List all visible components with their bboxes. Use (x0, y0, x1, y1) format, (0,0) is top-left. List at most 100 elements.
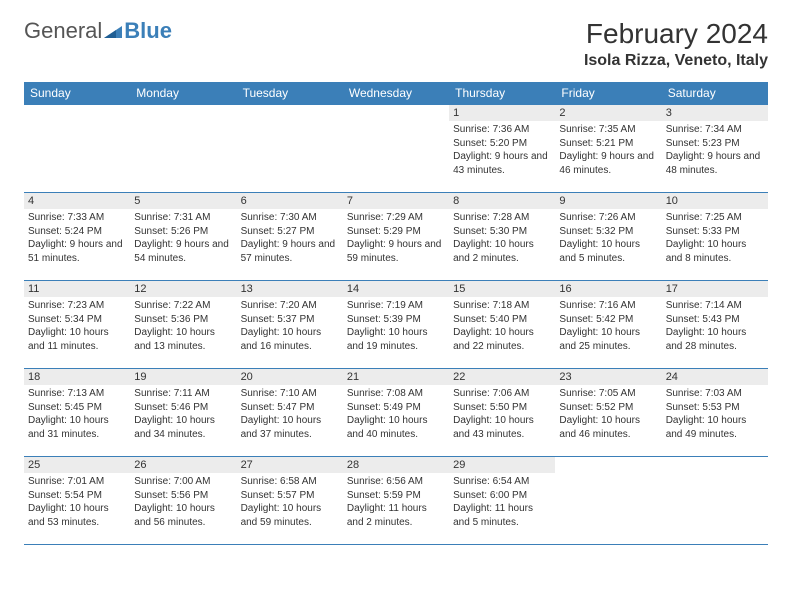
day-details: Sunrise: 7:36 AMSunset: 5:20 PMDaylight:… (449, 121, 555, 179)
day-number: 22 (449, 369, 555, 385)
calendar-table: Sunday Monday Tuesday Wednesday Thursday… (24, 82, 768, 545)
day-details: Sunrise: 7:05 AMSunset: 5:52 PMDaylight:… (555, 385, 661, 443)
day-number: 26 (130, 457, 236, 473)
calendar-cell (662, 457, 768, 545)
day-number: 27 (237, 457, 343, 473)
day-number: 1 (449, 105, 555, 121)
calendar-cell: 8Sunrise: 7:28 AMSunset: 5:30 PMDaylight… (449, 193, 555, 281)
calendar-row: 18Sunrise: 7:13 AMSunset: 5:45 PMDayligh… (24, 369, 768, 457)
day-details: Sunrise: 6:54 AMSunset: 6:00 PMDaylight:… (449, 473, 555, 531)
calendar-cell: 20Sunrise: 7:10 AMSunset: 5:47 PMDayligh… (237, 369, 343, 457)
day-details: Sunrise: 7:30 AMSunset: 5:27 PMDaylight:… (237, 209, 343, 267)
day-number: 23 (555, 369, 661, 385)
day-details: Sunrise: 7:33 AMSunset: 5:24 PMDaylight:… (24, 209, 130, 267)
calendar-cell: 13Sunrise: 7:20 AMSunset: 5:37 PMDayligh… (237, 281, 343, 369)
day-details: Sunrise: 6:56 AMSunset: 5:59 PMDaylight:… (343, 473, 449, 531)
calendar-row: 25Sunrise: 7:01 AMSunset: 5:54 PMDayligh… (24, 457, 768, 545)
calendar-cell: 3Sunrise: 7:34 AMSunset: 5:23 PMDaylight… (662, 105, 768, 193)
weekday-header: Friday (555, 82, 661, 105)
day-number: 7 (343, 193, 449, 209)
day-number: 12 (130, 281, 236, 297)
day-details: Sunrise: 7:00 AMSunset: 5:56 PMDaylight:… (130, 473, 236, 531)
calendar-cell: 17Sunrise: 7:14 AMSunset: 5:43 PMDayligh… (662, 281, 768, 369)
calendar-cell: 18Sunrise: 7:13 AMSunset: 5:45 PMDayligh… (24, 369, 130, 457)
calendar-cell: 16Sunrise: 7:16 AMSunset: 5:42 PMDayligh… (555, 281, 661, 369)
day-details: Sunrise: 7:20 AMSunset: 5:37 PMDaylight:… (237, 297, 343, 355)
calendar-cell: 2Sunrise: 7:35 AMSunset: 5:21 PMDaylight… (555, 105, 661, 193)
calendar-cell: 4Sunrise: 7:33 AMSunset: 5:24 PMDaylight… (24, 193, 130, 281)
day-number: 5 (130, 193, 236, 209)
calendar-cell (343, 105, 449, 193)
day-number: 3 (662, 105, 768, 121)
day-number: 4 (24, 193, 130, 209)
weekday-header: Saturday (662, 82, 768, 105)
triangle-icon (104, 24, 122, 38)
calendar-cell (130, 105, 236, 193)
day-details: Sunrise: 7:14 AMSunset: 5:43 PMDaylight:… (662, 297, 768, 355)
calendar-cell: 9Sunrise: 7:26 AMSunset: 5:32 PMDaylight… (555, 193, 661, 281)
day-details: Sunrise: 7:23 AMSunset: 5:34 PMDaylight:… (24, 297, 130, 355)
day-number: 13 (237, 281, 343, 297)
day-details: Sunrise: 7:08 AMSunset: 5:49 PMDaylight:… (343, 385, 449, 443)
weekday-header: Monday (130, 82, 236, 105)
day-number: 18 (24, 369, 130, 385)
day-number: 21 (343, 369, 449, 385)
day-number: 25 (24, 457, 130, 473)
calendar-cell: 27Sunrise: 6:58 AMSunset: 5:57 PMDayligh… (237, 457, 343, 545)
day-number: 15 (449, 281, 555, 297)
calendar-row: 4Sunrise: 7:33 AMSunset: 5:24 PMDaylight… (24, 193, 768, 281)
month-title: February 2024 (584, 18, 768, 50)
day-number: 29 (449, 457, 555, 473)
day-details: Sunrise: 7:26 AMSunset: 5:32 PMDaylight:… (555, 209, 661, 267)
calendar-cell: 24Sunrise: 7:03 AMSunset: 5:53 PMDayligh… (662, 369, 768, 457)
calendar-cell (237, 105, 343, 193)
day-details: Sunrise: 7:28 AMSunset: 5:30 PMDaylight:… (449, 209, 555, 267)
calendar-cell (555, 457, 661, 545)
day-number: 20 (237, 369, 343, 385)
calendar-cell: 14Sunrise: 7:19 AMSunset: 5:39 PMDayligh… (343, 281, 449, 369)
day-details: Sunrise: 7:16 AMSunset: 5:42 PMDaylight:… (555, 297, 661, 355)
logo-text-general: General (24, 18, 102, 44)
day-details: Sunrise: 7:18 AMSunset: 5:40 PMDaylight:… (449, 297, 555, 355)
day-number: 9 (555, 193, 661, 209)
day-details: Sunrise: 7:34 AMSunset: 5:23 PMDaylight:… (662, 121, 768, 179)
calendar-cell: 23Sunrise: 7:05 AMSunset: 5:52 PMDayligh… (555, 369, 661, 457)
day-details: Sunrise: 7:13 AMSunset: 5:45 PMDaylight:… (24, 385, 130, 443)
calendar-cell: 15Sunrise: 7:18 AMSunset: 5:40 PMDayligh… (449, 281, 555, 369)
calendar-cell: 5Sunrise: 7:31 AMSunset: 5:26 PMDaylight… (130, 193, 236, 281)
calendar-row: 11Sunrise: 7:23 AMSunset: 5:34 PMDayligh… (24, 281, 768, 369)
day-number: 19 (130, 369, 236, 385)
calendar-cell: 26Sunrise: 7:00 AMSunset: 5:56 PMDayligh… (130, 457, 236, 545)
day-number: 14 (343, 281, 449, 297)
calendar-cell: 11Sunrise: 7:23 AMSunset: 5:34 PMDayligh… (24, 281, 130, 369)
calendar-cell: 22Sunrise: 7:06 AMSunset: 5:50 PMDayligh… (449, 369, 555, 457)
day-details: Sunrise: 7:06 AMSunset: 5:50 PMDaylight:… (449, 385, 555, 443)
calendar-cell (24, 105, 130, 193)
day-details: Sunrise: 7:31 AMSunset: 5:26 PMDaylight:… (130, 209, 236, 267)
calendar-cell: 6Sunrise: 7:30 AMSunset: 5:27 PMDaylight… (237, 193, 343, 281)
page-header: General Blue February 2024 Isola Rizza, … (0, 0, 792, 78)
day-number: 8 (449, 193, 555, 209)
weekday-header: Wednesday (343, 82, 449, 105)
logo: General Blue (24, 18, 172, 44)
day-number: 16 (555, 281, 661, 297)
day-details: Sunrise: 6:58 AMSunset: 5:57 PMDaylight:… (237, 473, 343, 531)
logo-text-blue: Blue (124, 18, 172, 44)
weekday-header: Tuesday (237, 82, 343, 105)
calendar-cell: 10Sunrise: 7:25 AMSunset: 5:33 PMDayligh… (662, 193, 768, 281)
calendar-cell: 28Sunrise: 6:56 AMSunset: 5:59 PMDayligh… (343, 457, 449, 545)
calendar-cell: 12Sunrise: 7:22 AMSunset: 5:36 PMDayligh… (130, 281, 236, 369)
calendar-cell: 7Sunrise: 7:29 AMSunset: 5:29 PMDaylight… (343, 193, 449, 281)
day-details: Sunrise: 7:01 AMSunset: 5:54 PMDaylight:… (24, 473, 130, 531)
calendar-cell: 1Sunrise: 7:36 AMSunset: 5:20 PMDaylight… (449, 105, 555, 193)
calendar-cell: 29Sunrise: 6:54 AMSunset: 6:00 PMDayligh… (449, 457, 555, 545)
day-number: 10 (662, 193, 768, 209)
location: Isola Rizza, Veneto, Italy (584, 52, 768, 70)
day-details: Sunrise: 7:35 AMSunset: 5:21 PMDaylight:… (555, 121, 661, 179)
weekday-header: Thursday (449, 82, 555, 105)
day-number: 2 (555, 105, 661, 121)
day-number: 24 (662, 369, 768, 385)
day-details: Sunrise: 7:11 AMSunset: 5:46 PMDaylight:… (130, 385, 236, 443)
calendar-cell: 19Sunrise: 7:11 AMSunset: 5:46 PMDayligh… (130, 369, 236, 457)
weekday-header: Sunday (24, 82, 130, 105)
